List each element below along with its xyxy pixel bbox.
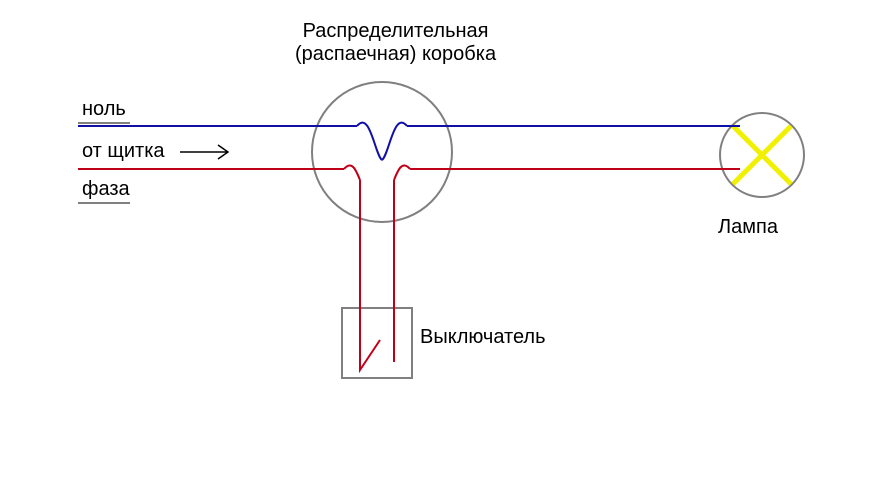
junction-box-label-line2: (распаечная) коробка: [295, 43, 496, 66]
switch-label: Выключатель: [420, 326, 546, 349]
from-panel-label: от щитка: [82, 140, 165, 163]
diagram-canvas: Распределительная (распаечная) коробка н…: [0, 0, 870, 500]
neutral-splice-icon: [357, 123, 407, 160]
phase-label: фаза: [82, 178, 130, 201]
phase-splice-right-icon: [394, 165, 410, 180]
switch-contact-icon: [360, 320, 380, 370]
neutral-label: ноль: [82, 98, 126, 121]
phase-splice-left-icon: [344, 165, 360, 180]
circuit-svg: [0, 0, 870, 500]
junction-box-label: Распределительная (распаечная) коробка: [295, 20, 496, 66]
junction-box-label-line1: Распределительная: [295, 20, 496, 43]
lamp-label: Лампа: [718, 216, 778, 239]
junction-box-icon: [312, 82, 452, 222]
